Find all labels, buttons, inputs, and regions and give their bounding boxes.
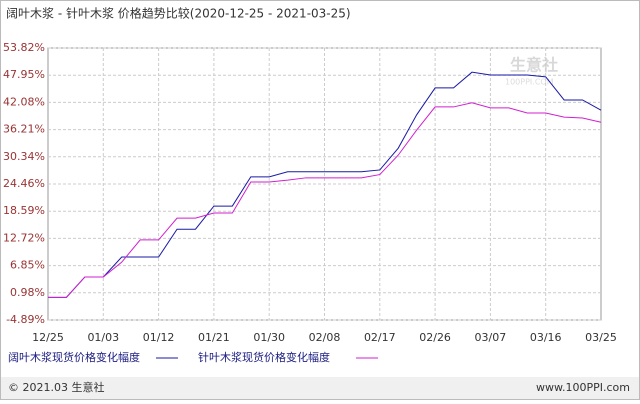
- footer-right: www.100PPI.com: [536, 381, 630, 394]
- y-tick-label: 6.85%: [10, 259, 45, 272]
- x-tick-label: 01/21: [198, 331, 230, 344]
- x-tick-label: 01/12: [143, 331, 175, 344]
- y-tick-label: -4.89%: [6, 313, 45, 326]
- legend-label: 阔叶木浆现货价格变化幅度: [8, 350, 140, 364]
- y-tick-label: 36.21%: [3, 123, 45, 136]
- chart-title: 阔叶木浆 - 针叶木浆 价格趋势比较(2020-12-25 - 2021-03-…: [6, 6, 351, 21]
- x-tick-label: 02/08: [309, 331, 341, 344]
- x-tick-label: 03/16: [530, 331, 562, 344]
- x-tick-label: 02/26: [419, 331, 451, 344]
- x-tick-label: 01/03: [87, 331, 119, 344]
- series-line: [48, 71, 602, 298]
- series-line: [48, 102, 602, 298]
- y-tick-label: 18.59%: [3, 204, 45, 217]
- x-tick-label: 01/30: [253, 331, 285, 344]
- footer-bar: [1, 377, 639, 399]
- x-tick-label: 03/07: [475, 331, 507, 344]
- y-tick-label: 24.46%: [3, 177, 45, 190]
- y-tick-label: 0.98%: [10, 286, 45, 299]
- y-tick-label: 42.08%: [3, 95, 45, 108]
- y-tick-label: 53.82%: [3, 41, 45, 54]
- y-tick-label: 47.95%: [3, 68, 45, 81]
- y-tick-label: 12.72%: [3, 231, 45, 244]
- legend-label: 针叶木浆现货价格变化幅度: [198, 350, 330, 364]
- footer-left: © 2021.03 生意社: [8, 380, 104, 394]
- x-tick-label: 03/25: [585, 331, 617, 344]
- x-tick-label: 02/17: [364, 331, 396, 344]
- y-tick-label: 30.34%: [3, 150, 45, 163]
- watermark-url: 100PPI.COM: [505, 78, 554, 87]
- watermark: 生意社: [510, 56, 558, 75]
- x-tick-label: 12/25: [32, 331, 64, 344]
